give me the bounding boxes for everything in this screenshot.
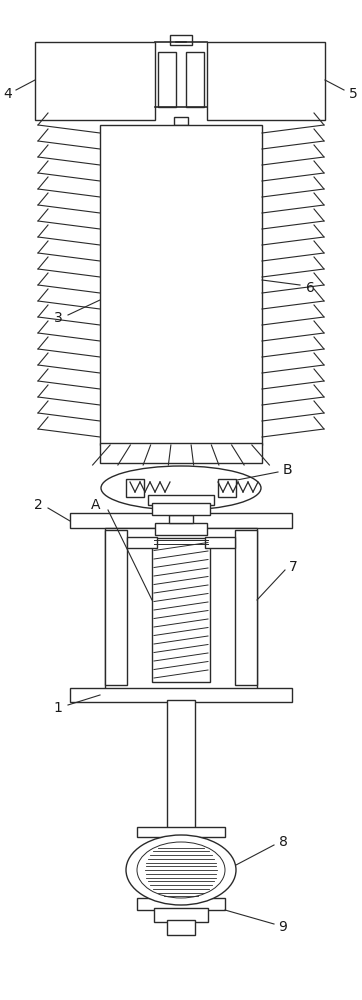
Bar (100, 125, 262, 445)
Bar (205, 537, 235, 548)
Text: 6: 6 (306, 281, 315, 295)
Text: 8: 8 (279, 835, 287, 849)
Bar (100, 443, 262, 463)
Text: 7: 7 (289, 560, 297, 574)
Bar (152, 538, 210, 682)
Bar (126, 479, 144, 497)
Text: 4: 4 (4, 87, 12, 101)
Ellipse shape (126, 835, 236, 905)
Bar (218, 479, 236, 497)
Bar (155, 523, 207, 535)
Bar (186, 52, 204, 107)
Bar (207, 42, 325, 120)
Bar (167, 700, 195, 830)
Bar (70, 513, 292, 528)
Text: 1: 1 (54, 701, 62, 715)
Text: 5: 5 (349, 87, 357, 101)
Bar (158, 52, 176, 107)
Bar (105, 528, 257, 690)
Ellipse shape (101, 466, 261, 510)
Ellipse shape (137, 842, 225, 898)
Text: B: B (282, 463, 292, 477)
Text: 3: 3 (54, 311, 62, 325)
Bar (70, 688, 292, 702)
Bar (137, 898, 225, 910)
Bar (154, 908, 208, 922)
Bar (148, 495, 214, 505)
Text: A: A (91, 498, 101, 512)
Text: 2: 2 (34, 498, 42, 512)
Bar (170, 35, 192, 45)
Bar (235, 530, 257, 685)
Text: 9: 9 (279, 920, 287, 934)
Bar (152, 503, 210, 515)
Bar (127, 537, 157, 548)
Bar (167, 920, 195, 935)
Bar (137, 827, 225, 837)
Bar (35, 42, 155, 120)
Bar (174, 117, 188, 125)
Bar (105, 530, 127, 685)
Bar (169, 515, 193, 523)
